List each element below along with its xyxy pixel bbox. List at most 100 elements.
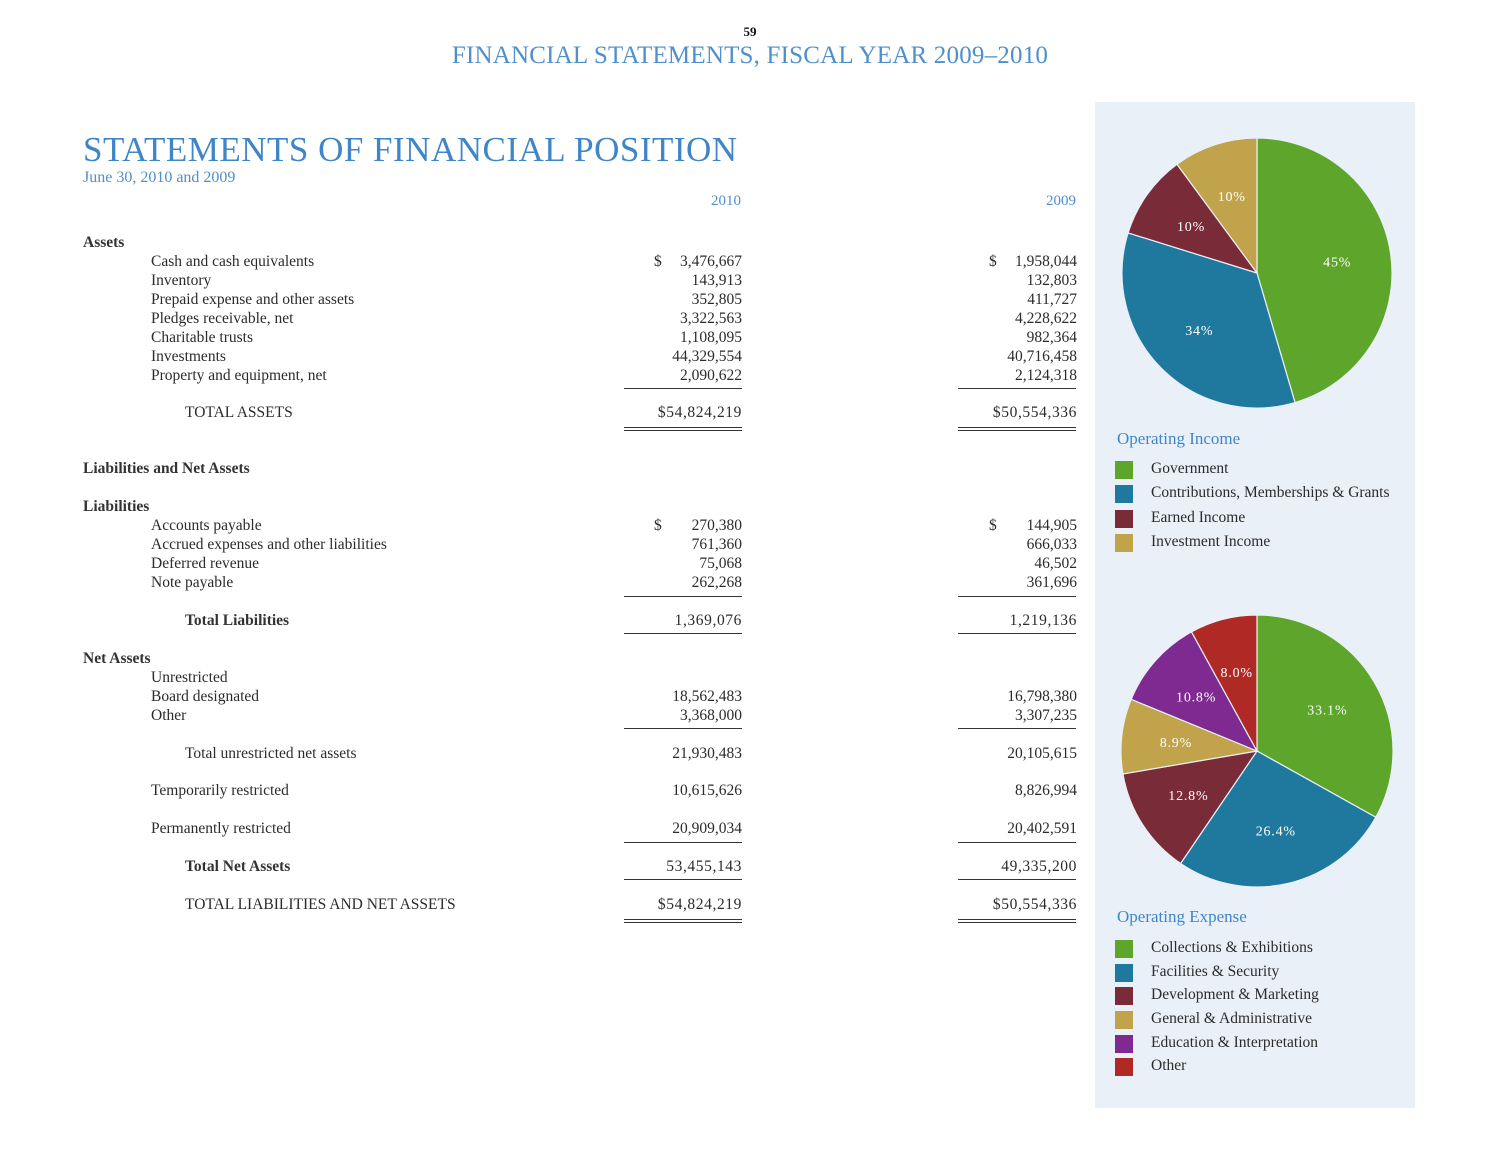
table-row: Total unrestricted net assets 21,930,483… [0, 745, 1090, 764]
value-2009: $50,554,336 [992, 404, 1077, 421]
row-label: Total unrestricted net assets [185, 745, 357, 762]
pie-slice-label: 10.8% [1176, 691, 1216, 706]
value-2009: 1,219,136 [1009, 612, 1077, 629]
legend-label: Collections & Exhibitions [1151, 939, 1313, 956]
subtotal-rule [958, 842, 1076, 843]
column-header-2009: 2009 [1046, 193, 1076, 209]
value-2009: 666,033 [1026, 536, 1077, 553]
row-label: Accounts payable [151, 517, 262, 534]
value-2009: 8,826,994 [1015, 782, 1077, 799]
value-2010: 44,329,554 [672, 348, 742, 365]
legend-label: Other [1151, 1057, 1187, 1074]
row-label: Note payable [151, 574, 234, 591]
value-2010: 10,615,626 [672, 782, 742, 799]
liabilities-net-assets-heading-row: Liabilities and Net Assets [0, 460, 1090, 479]
table-row: Deferred revenue 75,068 46,502 [0, 555, 1090, 574]
table-row: Property and equipment, net 2,090,622 2,… [0, 367, 1090, 386]
legend-swatch [1115, 485, 1133, 503]
net-assets-heading-row: Net Assets [0, 650, 1090, 669]
page-number: 59 [743, 24, 757, 39]
legend-label: Investment Income [1151, 533, 1271, 550]
total-rule [958, 633, 1076, 634]
operating-income-legend-title: Operating Income [1117, 429, 1241, 448]
section-heading: Net Assets [83, 650, 151, 667]
legend-swatch [1115, 510, 1133, 528]
row-label: Prepaid expense and other assets [151, 291, 355, 308]
total-double-rule [624, 427, 742, 431]
pie-slice [1121, 232, 1296, 409]
pie-slice-label: 10% [1177, 220, 1205, 235]
running-header: FINANCIAL STATEMENTS, FISCAL YEAR 2009–2… [451, 42, 1049, 69]
row-label: Charitable trusts [151, 329, 254, 346]
value-2009: 46,502 [1034, 555, 1077, 572]
value-2010: 270,380 [691, 517, 742, 534]
value-2010: 2,090,622 [680, 367, 742, 384]
pie-slice [1176, 137, 1258, 275]
total-rule [624, 879, 742, 880]
page-subtitle: June 30, 2010 and 2009 [83, 169, 236, 186]
total-double-rule [958, 919, 1076, 923]
value-2009: 361,696 [1026, 574, 1077, 591]
row-label: Accrued expenses and other liabilities [151, 536, 387, 553]
value-2009: 144,905 [1026, 517, 1077, 534]
total-double-rule [624, 919, 742, 923]
total-liabilities-row: Total Liabilities 1,369,076 1,219,136 [0, 612, 1090, 631]
page-title: STATEMENTS OF FINANCIAL POSITION [83, 130, 738, 169]
value-2010: 20,909,034 [672, 820, 742, 837]
row-label: Permanently restricted [151, 820, 291, 837]
table-row: Board designated 18,562,483 16,798,380 [0, 688, 1090, 707]
table-row: Inventory 143,913 132,803 [0, 272, 1090, 291]
value-2009: 2,124,318 [1015, 367, 1077, 384]
value-2010: 21,930,483 [672, 745, 742, 762]
row-label: Pledges receivable, net [151, 310, 294, 327]
pie-slice-label: 33.1% [1307, 704, 1347, 719]
total-double-rule [958, 427, 1076, 431]
table-row: Note payable 262,268 361,696 [0, 574, 1090, 593]
subtotal-rule [624, 596, 742, 597]
currency-symbol: $ [654, 253, 662, 270]
value-2010: 1,108,095 [680, 329, 742, 346]
legend-label: Contributions, Memberships & Grants [1151, 484, 1390, 501]
value-2009: 3,307,235 [1015, 707, 1077, 724]
row-label: Unrestricted [151, 669, 228, 686]
assets-heading-row: Assets [0, 234, 1090, 253]
pie-slice-label: 12.8% [1168, 789, 1208, 804]
table-row: Prepaid expense and other assets 352,805… [0, 291, 1090, 310]
subtotal-rule [624, 842, 742, 843]
row-label: TOTAL LIABILITIES AND NET ASSETS [185, 896, 456, 913]
value-2010: 18,562,483 [672, 688, 742, 705]
row-label: Board designated [151, 688, 260, 705]
pie-slice [1256, 614, 1394, 819]
legend-swatch [1115, 987, 1133, 1005]
grand-total-row: TOTAL LIABILITIES AND NET ASSETS $54,824… [0, 896, 1090, 915]
currency-symbol: $ [989, 253, 997, 270]
section-heading: Liabilities and Net Assets [83, 460, 250, 477]
row-label: Property and equipment, net [151, 367, 327, 384]
value-2010: 262,268 [691, 574, 742, 591]
value-2010: 761,360 [691, 536, 742, 553]
value-2010: $54,824,219 [657, 896, 742, 913]
subtotal-rule [624, 728, 742, 729]
subtotal-rule [958, 728, 1076, 729]
total-assets-row: TOTAL ASSETS $54,824,219 $50,554,336 [0, 404, 1090, 423]
row-label: Total Liabilities [185, 612, 290, 629]
row-label: Total Net Assets [185, 858, 291, 875]
subtotal-rule [958, 388, 1076, 389]
operating-expense-legend-title: Operating Expense [1117, 907, 1247, 926]
value-2010: 53,455,143 [666, 858, 742, 875]
total-rule [958, 879, 1076, 880]
table-row: Investments 44,329,554 40,716,458 [0, 348, 1090, 367]
value-2010: 143,913 [691, 272, 742, 289]
total-net-assets-row: Total Net Assets 53,455,143 49,335,200 [0, 858, 1090, 877]
table-row: Pledges receivable, net 3,322,563 4,228,… [0, 310, 1090, 329]
value-2009: 40,716,458 [1007, 348, 1077, 365]
value-2009: 4,228,622 [1015, 310, 1077, 327]
value-2009: 20,402,591 [1007, 820, 1077, 837]
pie-slice-label: 8.0% [1221, 666, 1253, 681]
liabilities-heading-row: Liabilities [0, 498, 1090, 517]
legend-label: Facilities & Security [1151, 963, 1280, 980]
pie-slice-label: 45% [1323, 255, 1351, 270]
legend-label: Government [1151, 460, 1229, 477]
pie-slice [1179, 750, 1377, 888]
row-label: Deferred revenue [151, 555, 259, 572]
